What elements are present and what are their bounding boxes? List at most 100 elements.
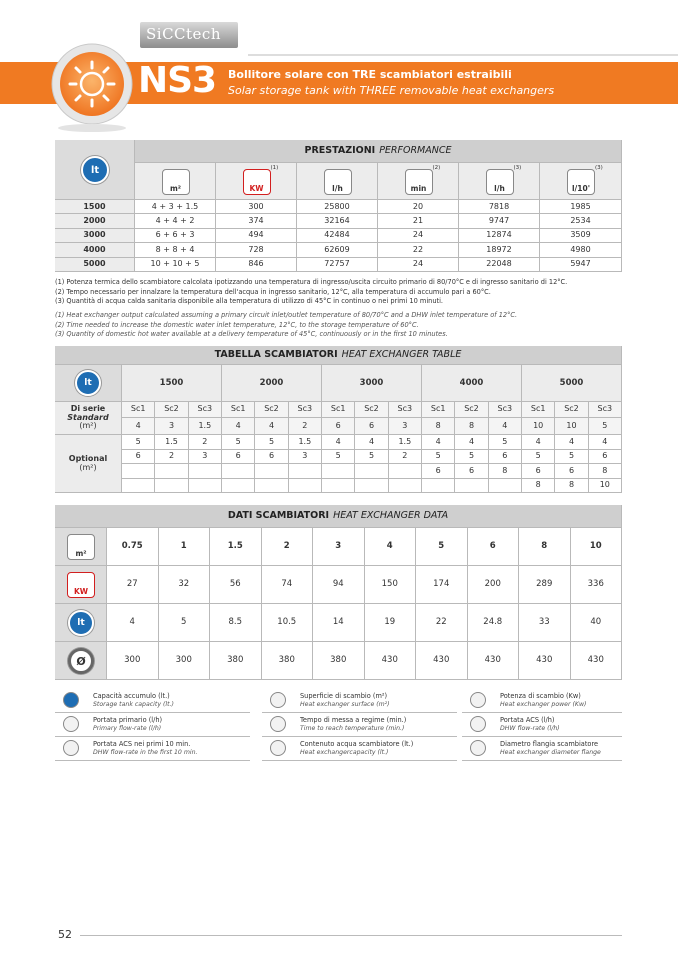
surface-header: 3 [313,528,365,566]
optional-cell [222,464,256,479]
row-header: 1500 [55,200,135,215]
data-cell: 374 [216,214,297,229]
legend-en: DHW flow-rate in the first 10 min. [93,749,198,756]
data-cell: 300 [216,200,297,215]
data-cell: 19 [364,604,416,642]
optional-cell: 8 [555,478,589,493]
standard-cell: 10 [522,418,556,435]
title-it: DATI SCAMBIATORI [227,510,330,522]
data-cell: 380 [261,642,313,680]
icon-note: (1) [270,165,279,171]
optional-cell: 3 [288,449,322,464]
optional-cell [222,478,256,493]
data-cell: 7818 [459,200,540,215]
surface-header: 10 [570,528,622,566]
data-cell: 10.5 [261,604,313,642]
legend-rule [55,736,250,737]
optional-cell: 1.5 [388,435,422,450]
sc-label: Sc2 [355,402,389,418]
label-line: (m²) [79,421,97,431]
standard-cell: 10 [555,418,589,435]
note-it: (2) Tempo necessario per innalzare la te… [55,287,491,296]
legend-rule [462,736,622,737]
data-cell: 430 [364,642,416,680]
optional-cell [188,478,222,493]
surface-header: 1.5 [210,528,262,566]
legend-icon [63,692,79,708]
optional-cell [122,478,156,493]
data-cell: 72757 [297,257,378,272]
data-cell: 150 [364,566,416,604]
legend-icon [470,692,486,708]
sc-label: Sc1 [422,402,456,418]
legend-it: Tempo di messa a regime (min.) [300,716,407,724]
optional-cell: 4 [355,435,389,450]
sc-label: Sc1 [222,402,256,418]
legend-en: Heat exchanger diameter flange [500,749,601,756]
sc-label: Sc3 [288,402,322,418]
legend-icon [270,692,286,708]
logo-box [140,22,238,48]
label-line: (m²) [79,462,97,472]
data-cell: 74 [261,566,313,604]
data-cell: 8 + 8 + 4 [135,243,216,258]
label-line: Optional [68,454,108,464]
data-cell: 10 + 10 + 5 [135,257,216,272]
optional-cell: 8 [488,464,522,479]
optional-cell: 5 [255,435,289,450]
standard-label: Di serie Standard (m²) [55,402,122,435]
standard-cell: 8 [455,418,489,435]
title-it: TABELLA SCAMBIATORI [214,349,338,361]
data-cell: 4 + 3 + 1.5 [135,200,216,215]
legend-en: Heat exchanger surface (m²) [300,701,390,708]
optional-cell: 4 [422,435,456,450]
legend-it: Capacità accumulo (lt.) [93,692,170,700]
legend-en: Storage tank capacity (lt.) [93,701,174,708]
title-it: Bollitore solare con TRE scambiatori est… [228,68,512,81]
data-cell: 289 [519,566,571,604]
optional-cell: 5 [122,435,156,450]
data-cell: 22 [416,604,468,642]
title-en: Solar storage tank with THREE removable … [228,84,555,97]
legend-icon [470,740,486,756]
legend-rule [262,712,457,713]
title-en: PERFORMANCE [379,145,452,157]
note-en: (2) Time needed to increase the domestic… [55,320,419,329]
data-cell: 22048 [459,257,540,272]
optional-cell: 8 [588,464,622,479]
table-title: PRESTAZIONI PERFORMANCE [135,140,622,163]
standard-cell: 4 [122,418,156,435]
size-header: 4000 [422,365,522,402]
optional-cell: 5 [222,435,256,450]
optional-cell: 4 [588,435,622,450]
legend-rule [262,760,457,761]
icon-note: (3) [595,165,603,171]
surface-header: 0.75 [107,528,159,566]
table-title: TABELLA SCAMBIATORI HEAT EXCHANGER TABLE [55,346,622,365]
tank-icon: lt [81,156,109,184]
legend-rule [262,736,457,737]
standard-cell: 5 [588,418,622,435]
data-cell: 5947 [540,257,622,272]
data-cell: 33 [519,604,571,642]
optional-cell: 3 [188,449,222,464]
optional-cell [288,464,322,479]
surface-header: 2 [261,528,313,566]
data-cell: 32164 [297,214,378,229]
optional-cell: 5 [555,449,589,464]
header-graphics [0,22,678,132]
optional-cell [388,478,422,493]
data-cell: 380 [210,642,262,680]
data-cell: 24 [378,228,459,244]
title-en: HEAT EXCHANGER DATA [333,510,449,522]
sc-label: Sc2 [555,402,589,418]
data-cell: 21 [378,214,459,229]
optional-cell [322,464,356,479]
optional-cell: 6 [122,449,156,464]
row-header: 2000 [55,214,135,229]
optional-label: Optional (m²) [55,435,122,493]
icon: l/10' [567,169,595,195]
optional-cell: 2 [155,449,189,464]
optional-cell: 6 [522,464,556,479]
optional-cell [388,464,422,479]
